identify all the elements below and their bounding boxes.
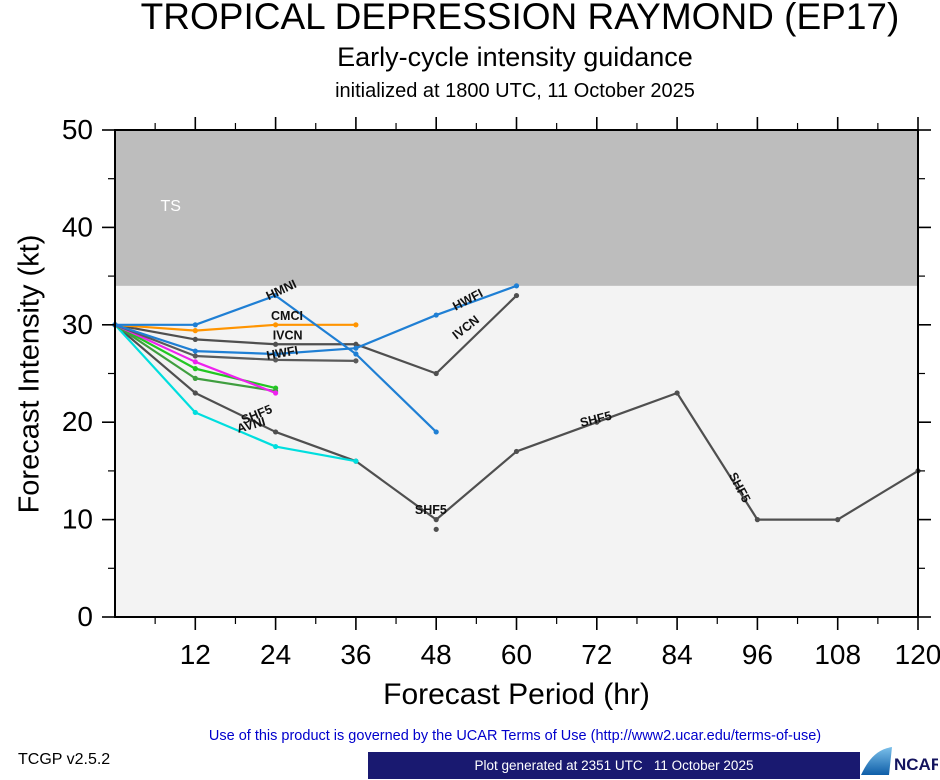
series-point-SHF5 — [433, 517, 439, 523]
line-label-IVCN: IVCN — [273, 328, 303, 342]
series-point-CMCI — [273, 322, 279, 328]
series-line-HWFI — [113, 284, 518, 356]
x-axis-title: Forecast Period (hr) — [383, 678, 650, 711]
x-tick-label: 84 — [662, 639, 693, 670]
y-tick-label: 10 — [62, 504, 93, 535]
chart-subtitle: Early-cycle intensity guidance — [337, 42, 693, 72]
series-point-HWFI — [273, 351, 279, 357]
series-point-CMCI — [353, 322, 359, 328]
x-tick-label: 96 — [742, 639, 773, 670]
x-tick-label: 72 — [581, 639, 612, 670]
y-tick-label: 0 — [77, 601, 93, 632]
series-point-SHF5 — [835, 517, 841, 523]
version-label: TCGP v2.5.2 — [18, 751, 111, 768]
x-tick-label: 48 — [421, 639, 452, 670]
series-point-SHF5 — [192, 390, 198, 396]
chart-title: TROPICAL DEPRESSION RAYMOND (EP17) — [140, 0, 900, 37]
x-tick-label: 24 — [260, 639, 291, 670]
series-point-unlabeled-4 — [192, 359, 198, 365]
series-point-unlabeled-2 — [192, 366, 198, 372]
series-point-unlabeled-3 — [192, 375, 198, 381]
series-point-AVNI — [353, 458, 359, 464]
terms-of-use-text: Use of this product is governed by the U… — [208, 728, 822, 744]
series-point-HMNI — [433, 429, 439, 435]
series-point-SHF5 — [594, 419, 600, 425]
series-point-IVCN — [513, 292, 520, 299]
series-point-AVNI — [192, 409, 198, 416]
series-point-SHF5 — [273, 429, 279, 435]
series-line-IVCN — [113, 294, 518, 375]
band-label-TS: TS — [161, 198, 181, 215]
ncar-logo: NCAR — [861, 747, 938, 775]
series-point-HMNI — [353, 351, 359, 357]
ncar-logo-text: NCAR — [894, 755, 938, 774]
ncar-logo-swoosh-icon — [861, 747, 892, 775]
series-line-unlabeled-5 — [113, 323, 357, 362]
series-point-HMNI — [273, 292, 279, 299]
series-point-unlabeled-5 — [273, 357, 279, 363]
series-point-IVCN — [192, 336, 198, 343]
line-label-HWFI: HWFI — [265, 343, 299, 362]
series-point-IVCN — [433, 370, 439, 377]
line-label-CMCI: CMCI — [271, 309, 303, 323]
series-point-HWFI — [433, 312, 439, 318]
y-tick-label: 50 — [62, 114, 93, 145]
series-point-unlabeled-5 — [353, 358, 359, 364]
x-tick-label: 108 — [814, 639, 861, 670]
line-label-SHF5: SHF5 — [415, 503, 447, 517]
series-point-unlabeled-4 — [273, 390, 279, 396]
series-point-HMNI — [192, 322, 198, 328]
chart-init-time: initialized at 1800 UTC, 11 October 2025 — [335, 80, 695, 102]
series-point-HWFI — [513, 283, 520, 289]
series-line-AVNI — [113, 323, 357, 463]
generated-time-text: Plot generated at 2351 UTC 11 October 20… — [474, 758, 754, 773]
y-tick-label: 30 — [62, 309, 93, 340]
series-point-AVNI — [273, 443, 279, 450]
series-point-HWFI — [353, 345, 359, 351]
series-point-IVCN — [273, 341, 279, 347]
band-TS — [115, 130, 918, 286]
y-tick-label: 20 — [62, 406, 93, 437]
y-axis-title: Forecast Intensity (kt) — [13, 234, 46, 514]
series-point-SHF5 — [513, 448, 520, 455]
series-point-IVCN — [353, 341, 359, 347]
x-tick-label: 12 — [180, 639, 211, 670]
series-point-CMCI — [192, 328, 198, 334]
x-tick-label: 36 — [340, 639, 371, 670]
y-tick-label: 40 — [62, 211, 93, 242]
extra-point — [433, 526, 439, 532]
series-point-SHF5 — [754, 517, 761, 523]
series-point-unlabeled-5 — [192, 353, 198, 359]
x-tick-label: 60 — [501, 639, 532, 670]
generated-time-bar: Plot generated at 2351 UTC 11 October 20… — [368, 752, 860, 779]
series-point-HWFI — [192, 348, 198, 354]
x-tick-label: 120 — [895, 639, 940, 670]
series-point-SHF5 — [674, 390, 680, 396]
